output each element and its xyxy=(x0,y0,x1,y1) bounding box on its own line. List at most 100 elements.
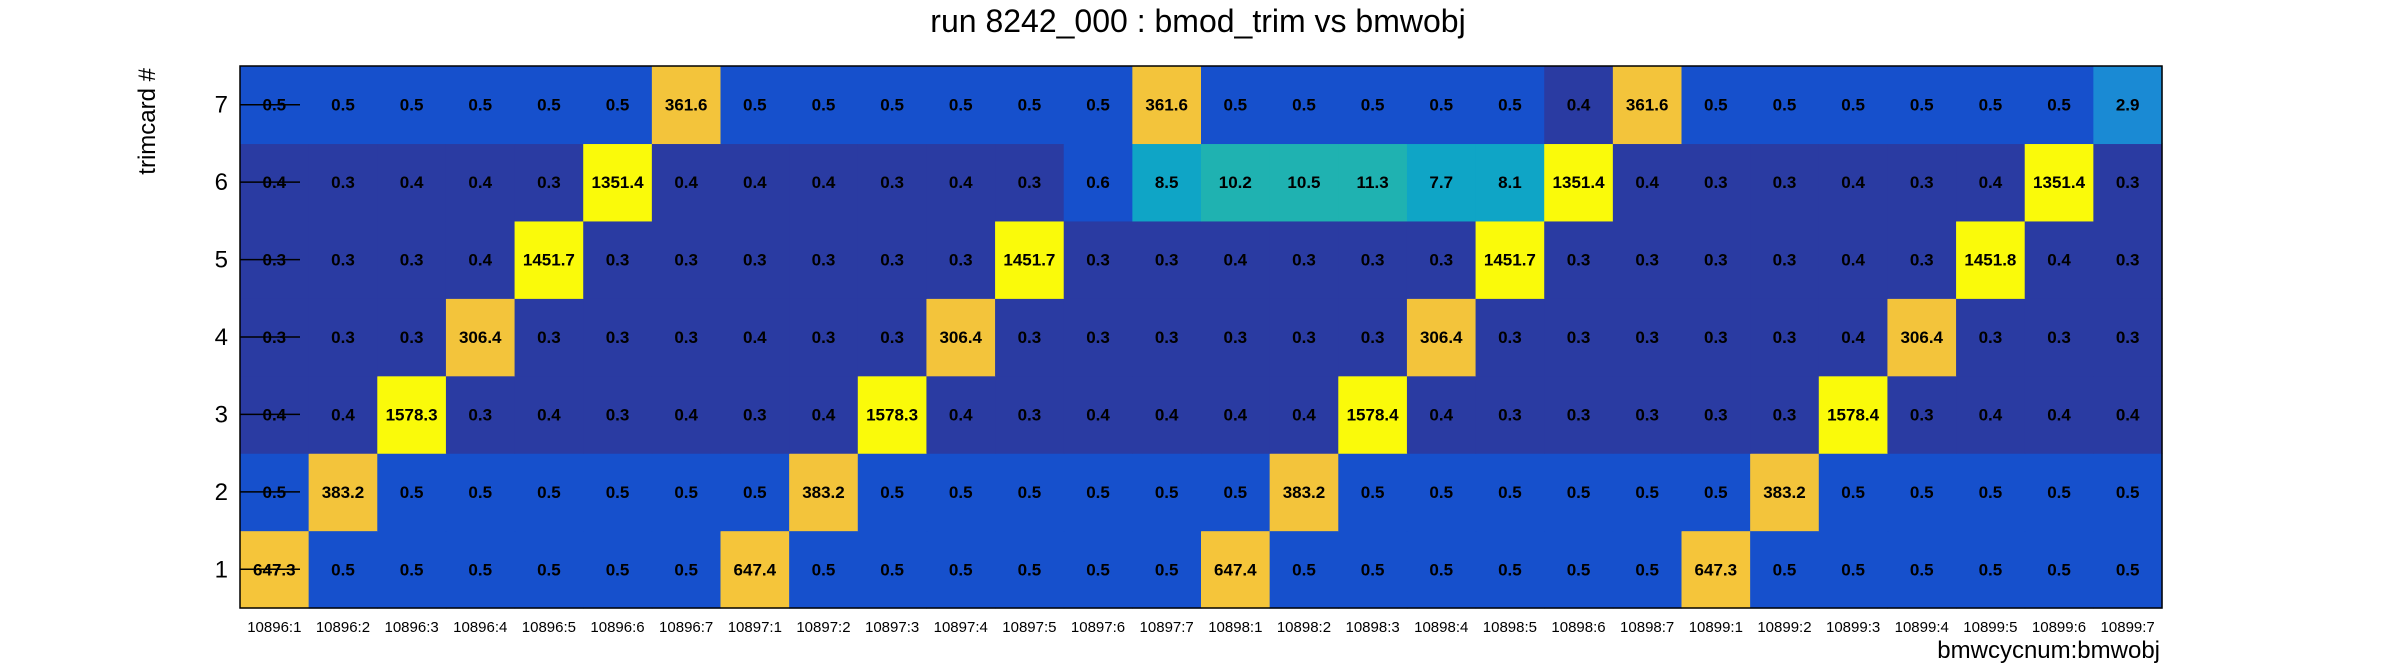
heatmap-cell xyxy=(1681,143,1751,222)
heatmap-cell xyxy=(1612,375,1683,454)
heatmap-cells xyxy=(240,66,2163,609)
cell-value-label: 0.5 xyxy=(949,483,973,502)
heatmap-cell xyxy=(926,530,996,609)
cell-value-label: 8.5 xyxy=(1155,173,1179,192)
heatmap-cell xyxy=(1338,66,1408,145)
cell-value-label: 0.4 xyxy=(1224,251,1248,270)
cell-value-label: 0.4 xyxy=(812,405,836,424)
heatmap-cell xyxy=(377,143,447,222)
cell-value-label: 306.4 xyxy=(1420,328,1463,347)
cell-value-label: 0.5 xyxy=(606,483,630,502)
heatmap-cell xyxy=(583,298,653,377)
cell-value-label: 306.4 xyxy=(459,328,502,347)
cell-value-label: 0.4 xyxy=(1292,405,1316,424)
heatmap-cell xyxy=(1475,453,1545,532)
heatmap-cell xyxy=(1887,143,1957,222)
x-tick-label: 10898:5 xyxy=(1483,619,1537,636)
heatmap-cell xyxy=(377,530,447,609)
cell-value-label: 0.6 xyxy=(1086,173,1110,192)
cell-value-label: 1451.8 xyxy=(1964,251,2016,270)
cell-value-label: 0.5 xyxy=(400,560,424,579)
cell-value-label: 0.4 xyxy=(743,173,767,192)
cell-value-label: 0.3 xyxy=(1910,405,1934,424)
heatmap-cell xyxy=(1956,220,2026,299)
cell-value-label: 0.5 xyxy=(1979,483,2003,502)
cell-value-label: 0.5 xyxy=(331,96,355,115)
heatmap-cell xyxy=(445,143,516,222)
heatmap-cell xyxy=(789,375,859,454)
cell-value-label: 0.3 xyxy=(331,173,355,192)
cell-value-label: 0.3 xyxy=(537,328,561,347)
x-tick-label: 10899:6 xyxy=(2032,619,2086,636)
cell-value-label: 0.5 xyxy=(400,483,424,502)
cell-value-label: 0.5 xyxy=(1704,483,1728,502)
cell-value-label: 1451.7 xyxy=(1484,251,1536,270)
heatmap-cell xyxy=(1681,66,1751,145)
cell-value-label: 0.4 xyxy=(1567,96,1591,115)
heatmap-cell xyxy=(857,220,928,299)
cell-value-label: 0.3 xyxy=(1635,251,1659,270)
cell-value-label: 0.5 xyxy=(1429,483,1453,502)
heatmap-cell xyxy=(995,143,1065,222)
cell-value-label: 0.3 xyxy=(674,328,698,347)
heatmap-cell xyxy=(308,375,378,454)
heatmap-cell xyxy=(1750,66,1820,145)
heatmap-cell xyxy=(995,220,1065,299)
x-tick-label: 10899:1 xyxy=(1689,619,1743,636)
heatmap-cell xyxy=(1612,298,1683,377)
heatmap-cell xyxy=(720,220,790,299)
cell-value-label: 647.4 xyxy=(734,560,777,579)
cell-value-label: 0.5 xyxy=(812,560,836,579)
cell-value-label: 0.3 xyxy=(400,328,424,347)
cell-value-label: 0.3 xyxy=(1704,251,1728,270)
heatmap-cell xyxy=(1132,453,1202,532)
cell-value-label: 0.3 xyxy=(1567,251,1591,270)
cell-value-label: 0.5 xyxy=(1635,560,1659,579)
cell-value-label: 0.3 xyxy=(1086,251,1110,270)
heatmap-cell xyxy=(1475,143,1545,222)
heatmap-cell xyxy=(1956,143,2026,222)
cell-value-label: 0.3 xyxy=(812,328,836,347)
heatmap-cell xyxy=(514,375,584,454)
heatmap-cell xyxy=(445,453,516,532)
heatmap-cell xyxy=(857,66,928,145)
heatmap-cell xyxy=(2024,220,2094,299)
x-tick-label: 10898:4 xyxy=(1414,619,1468,636)
heatmap-cell xyxy=(1544,66,1614,145)
heatmap-cell xyxy=(1132,375,1202,454)
heatmap-cell xyxy=(1338,530,1408,609)
heatmap-cell xyxy=(1201,220,1271,299)
heatmap-cell xyxy=(583,66,653,145)
cell-value-label: 0.3 xyxy=(1086,328,1110,347)
cell-value-label: 2.9 xyxy=(2116,96,2140,115)
cell-value-label: 0.5 xyxy=(1498,483,1522,502)
heatmap-cell xyxy=(720,453,790,532)
heatmap-cell xyxy=(1887,66,1957,145)
heatmap-cell xyxy=(651,66,722,145)
heatmap-cell xyxy=(2093,143,2163,222)
cell-value-label: 0.5 xyxy=(1910,96,1934,115)
cell-value-label: 0.3 xyxy=(1773,405,1797,424)
cell-value-label: 0.3 xyxy=(331,328,355,347)
heatmap-cell xyxy=(1338,453,1408,532)
heatmap-cell xyxy=(583,453,653,532)
heatmap-cell xyxy=(789,220,859,299)
cell-value-label: 0.3 xyxy=(1773,251,1797,270)
cell-value-label: 0.3 xyxy=(2116,173,2140,192)
heatmap-cell xyxy=(651,453,722,532)
cell-value-label: 0.3 xyxy=(880,173,904,192)
heatmap-cell xyxy=(789,66,859,145)
heatmap-cell xyxy=(377,453,447,532)
cell-value-label: 0.3 xyxy=(2116,251,2140,270)
heatmap-cell xyxy=(720,530,790,609)
heatmap-cell xyxy=(1612,453,1683,532)
y-tick-label: 4 xyxy=(215,324,228,351)
y-tick-label: 3 xyxy=(215,401,228,428)
cell-value-label: 0.5 xyxy=(1018,560,1042,579)
cell-value-label: 0.5 xyxy=(1567,560,1591,579)
heatmap-cell xyxy=(2024,375,2094,454)
cell-value-label: 0.5 xyxy=(674,560,698,579)
cell-value-label: 0.5 xyxy=(606,96,630,115)
heatmap-cell xyxy=(1269,530,1339,609)
heatmap-cell xyxy=(1201,375,1271,454)
